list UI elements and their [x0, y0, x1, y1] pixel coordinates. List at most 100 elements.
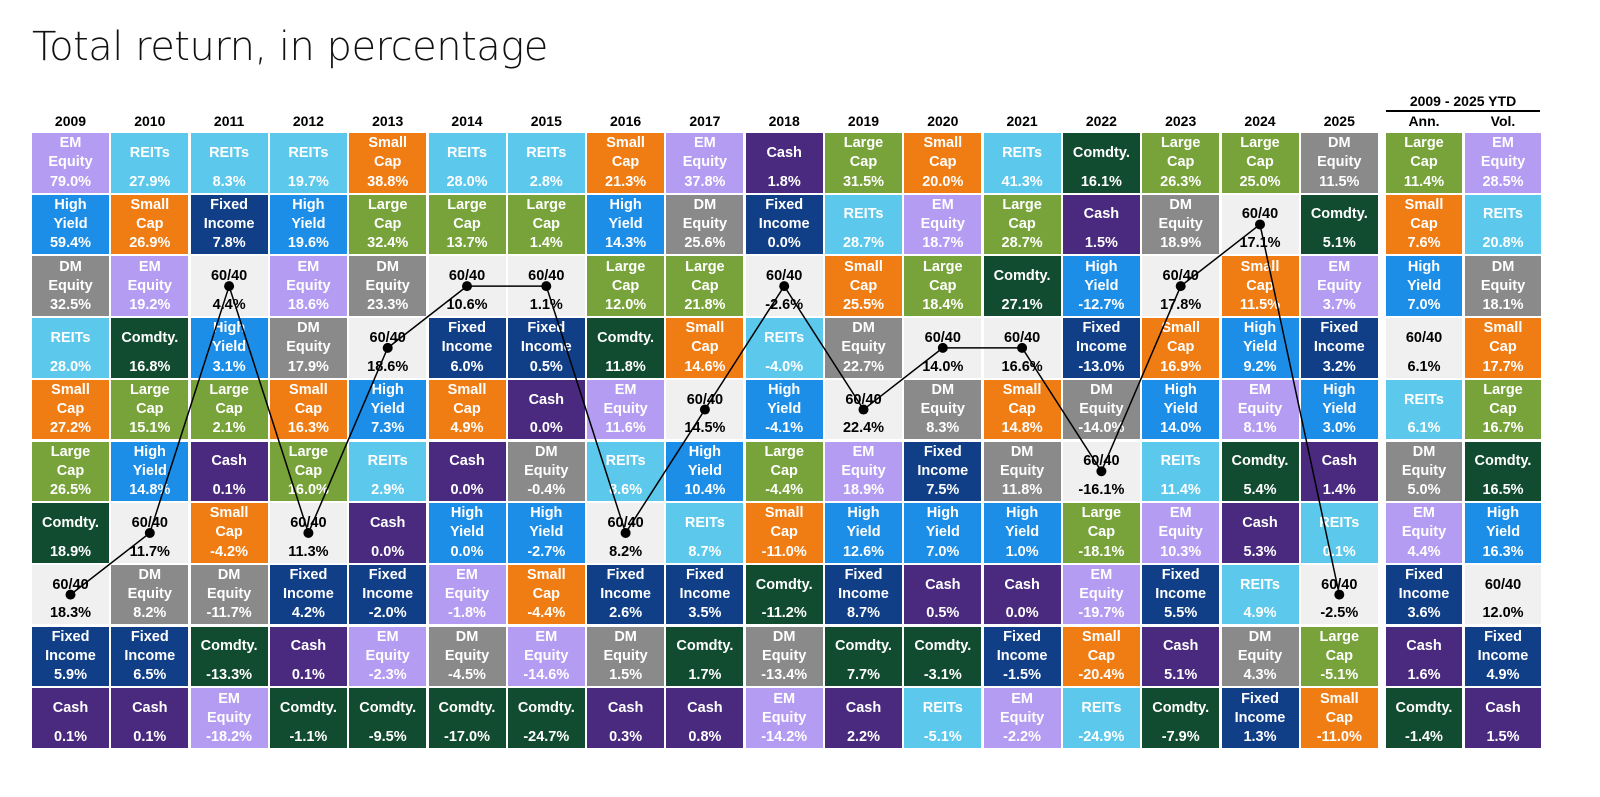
- cell-value: 0.8%: [688, 728, 722, 745]
- cell-value: 17.9%: [287, 358, 329, 375]
- cell-label: Small Cap: [130, 196, 170, 232]
- cell-value: 1.3%: [1243, 728, 1277, 745]
- cell-value: 0.0%: [450, 482, 484, 498]
- cell-label: Fixed Income: [1313, 320, 1365, 356]
- cell-value: 1.0%: [1005, 543, 1039, 560]
- cell: EM Equity -19.7%: [1062, 564, 1140, 625]
- cell: DM Equity 4.3%: [1221, 626, 1299, 687]
- cell-label: REITs: [446, 144, 488, 161]
- cell-label: EM Equity: [762, 690, 807, 726]
- cell-value: 12.6%: [842, 543, 885, 560]
- cell-label: Comdty.: [914, 638, 972, 655]
- cell-label: 60/40: [290, 514, 327, 531]
- cell-label: Small Cap: [606, 135, 645, 171]
- cell: EM Equity 3.7%: [1300, 256, 1378, 316]
- cell-label: REITs: [922, 700, 963, 717]
- cell: High Yield 14.0%: [1142, 379, 1220, 440]
- cell-label: High Yield: [1242, 320, 1278, 356]
- cell: Fixed Income 0.5%: [507, 318, 585, 378]
- cell-value: 26.3%: [1160, 173, 1202, 190]
- cell-value: 15.1%: [129, 420, 171, 437]
- cell: Small Cap 11.5%: [1221, 256, 1299, 316]
- cell-label: DM Equity: [603, 628, 648, 664]
- cell-label: High Yield: [1485, 505, 1521, 541]
- column-header: 2023: [1165, 113, 1197, 129]
- cell-label: REITs: [1160, 453, 1201, 470]
- cell-value: 11.5%: [1319, 173, 1360, 190]
- cell-value: 11.4%: [1160, 482, 1201, 498]
- cell: EM Equity -1.8%: [428, 564, 506, 625]
- cell-value: -1.1%: [289, 728, 328, 745]
- cell-label: Small Cap: [1161, 320, 1201, 356]
- cell: Fixed Income 8.7%: [825, 564, 902, 625]
- cell: Small Cap 16.3%: [269, 379, 347, 440]
- cell-value: 1.5%: [1084, 235, 1118, 252]
- cell-label: Comdty.: [279, 700, 337, 717]
- cell: Fixed Income 1.3%: [1221, 688, 1299, 748]
- cell: 60/40 4.4%: [190, 256, 268, 316]
- cell-label: EM Equity: [524, 628, 569, 664]
- cell-value: 11.5%: [1239, 296, 1281, 313]
- cell-value: 14.3%: [605, 235, 647, 252]
- cell-label: REITs: [1081, 700, 1122, 717]
- cell-label: REITs: [1319, 514, 1360, 531]
- cell-value: -14.6%: [523, 667, 570, 684]
- cell: REITs 0.1%: [1300, 503, 1378, 563]
- cell-label: EM Equity: [286, 258, 331, 294]
- cell-value: 5.0%: [1407, 482, 1441, 498]
- cell-label: Large Cap: [130, 382, 170, 418]
- cell-label: Large Cap: [685, 258, 725, 294]
- cell: Large Cap 32.4%: [349, 194, 427, 255]
- column-header: 2012: [292, 113, 324, 129]
- cell: DM Equity 25.6%: [666, 194, 744, 255]
- cell-value: 23.3%: [367, 296, 409, 313]
- cell: 60/40 12.0%: [1465, 564, 1541, 625]
- cell-value: 13.7%: [446, 235, 488, 252]
- cell: Large Cap 26.5%: [32, 441, 109, 501]
- cell-label: Cash: [925, 576, 961, 593]
- cell: EM Equity 18.7%: [904, 194, 982, 255]
- cell-label: EM Equity: [1237, 382, 1283, 418]
- cell: High Yield -2.7%: [507, 503, 585, 563]
- cell-label: Fixed Income: [996, 628, 1048, 664]
- cell: Comdty. -1.4%: [1386, 688, 1462, 748]
- cell-label: Fixed Income: [758, 196, 810, 232]
- cell-value: 4.4%: [212, 296, 246, 313]
- cell: 60/40 14.0%: [904, 318, 982, 378]
- cell: 60/40 22.4%: [825, 379, 902, 440]
- cell-label: High Yield: [925, 505, 960, 541]
- cell: Fixed Income -13.0%: [1062, 318, 1140, 378]
- cell: Cash 0.1%: [111, 688, 189, 748]
- cell-value: -12.7%: [1078, 296, 1125, 313]
- cell-value: 3.5%: [688, 605, 722, 622]
- cell: Large Cap 26.3%: [1142, 133, 1220, 193]
- cell-label: Comdty.: [993, 268, 1051, 285]
- cell-label: Fixed Income: [1477, 628, 1529, 664]
- cell: Small Cap 14.8%: [983, 379, 1061, 440]
- cell: Comdty. -11.2%: [745, 564, 823, 625]
- cell-label: 60/40: [1241, 206, 1279, 223]
- cell-value: -24.9%: [1078, 728, 1125, 745]
- cell-value: 3.6%: [1407, 605, 1441, 622]
- cell-label: DM Equity: [762, 628, 807, 664]
- cell-value: 17.7%: [1482, 358, 1524, 375]
- cell-label: Small Cap: [1240, 258, 1280, 294]
- cell-value: 11.8%: [605, 358, 646, 375]
- cell: High Yield 7.0%: [1386, 256, 1462, 316]
- cell: REITs 2.8%: [507, 133, 585, 193]
- cell: Cash 0.1%: [32, 688, 109, 748]
- cell-value: -16.1%: [1078, 482, 1125, 498]
- cell-label: Fixed Income: [600, 567, 651, 603]
- cell: DM Equity -13.4%: [745, 626, 823, 687]
- cell-value: 18.4%: [922, 296, 964, 313]
- cell: Large Cap 16.0%: [269, 441, 347, 501]
- cell-label: High Yield: [608, 196, 643, 232]
- cell: EM Equity 79.0%: [32, 133, 109, 193]
- column-header: 2019: [847, 113, 880, 129]
- cell-value: 11.7%: [129, 543, 170, 560]
- cell-value: 8.2%: [609, 543, 643, 560]
- cell-label: 60/40: [1405, 329, 1443, 346]
- cell: Large Cap 12.0%: [587, 256, 665, 316]
- cell-value: 0.1%: [212, 482, 246, 498]
